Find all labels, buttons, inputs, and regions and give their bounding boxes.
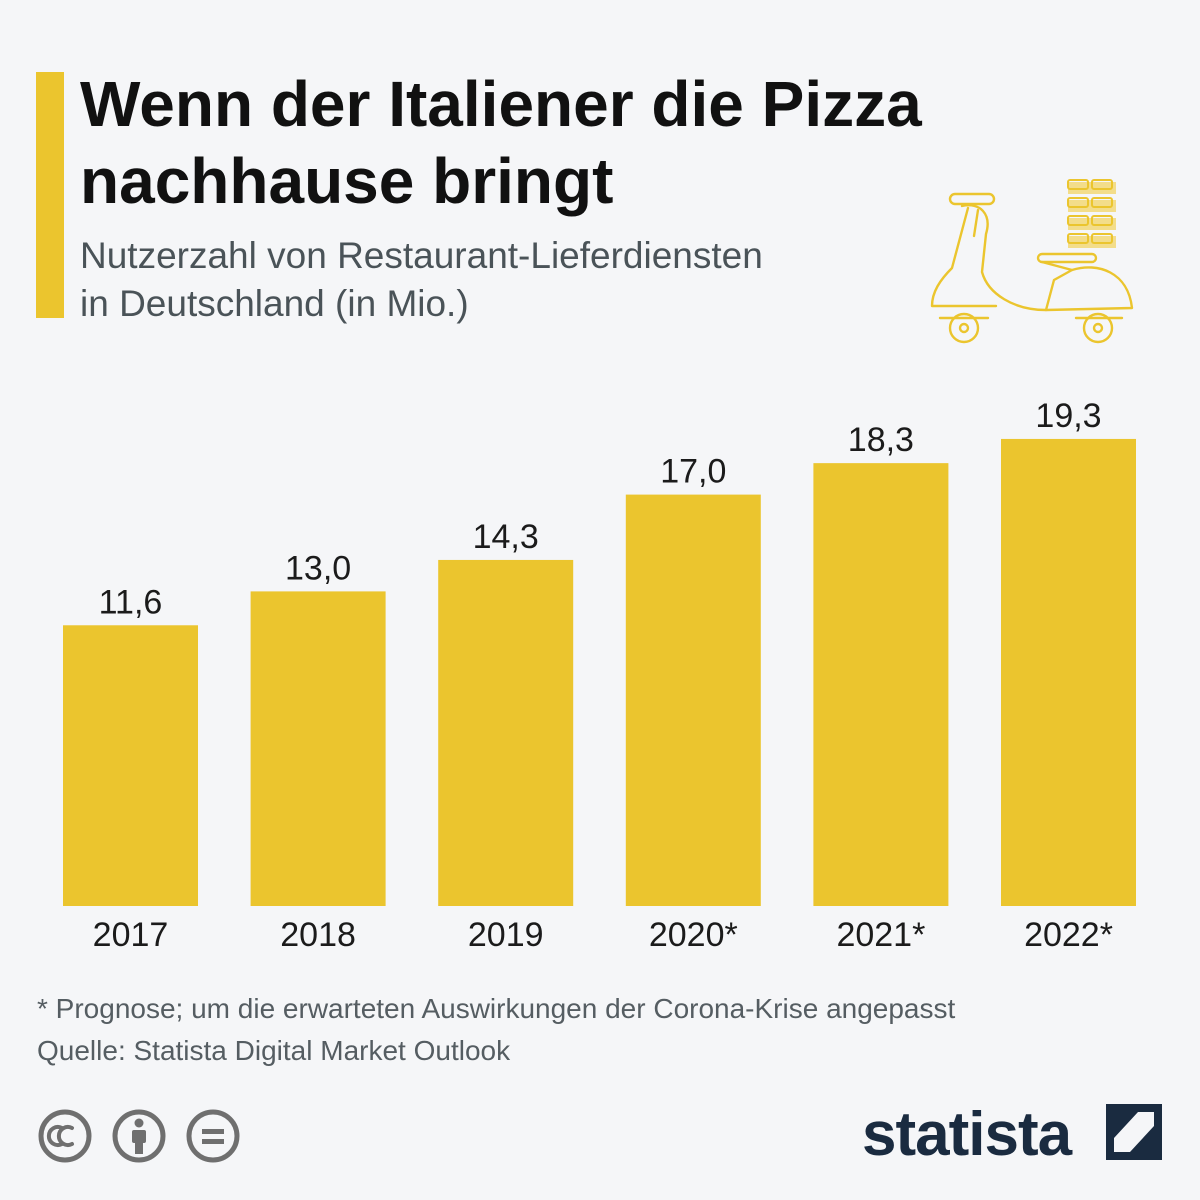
bar-2021* <box>813 463 949 906</box>
accent-bar <box>36 72 64 318</box>
delivery-scooter-icon <box>930 179 1134 344</box>
subtitle-line-1: Nutzerzahl von Restaurant-Lieferdiensten <box>80 235 763 276</box>
x-tick-label: 2018 <box>280 916 356 954</box>
bar-2019 <box>438 559 574 906</box>
x-tick-label: 2020* <box>649 916 738 954</box>
value-label: 18,3 <box>848 421 914 459</box>
title-line-2: nachhause bringt <box>80 145 614 217</box>
bars-layer: 11,6 2017 13,0 2018 14,3 2019 17,0 2020* 18,3 202… <box>63 397 1136 954</box>
chart-subtitle: Nutzerzahl von Restaurant-Lieferdiensten… <box>80 232 880 328</box>
value-label: 14,3 <box>473 518 539 556</box>
title-line-1: Wenn der Italiener die Pizza <box>80 68 922 140</box>
forecast-note: * Prognose; um die erwarteten Auswirkung… <box>37 993 956 1024</box>
subtitle-line-2: in Deutschland (in Mio.) <box>80 283 469 324</box>
value-label: 13,0 <box>285 549 351 587</box>
pizza-box-stack <box>1067 179 1116 248</box>
footnote: * Prognose; um die erwarteten Auswirkung… <box>37 988 1157 1072</box>
bar-2020* <box>625 494 761 906</box>
value-label: 11,6 <box>99 583 163 621</box>
statista-logo[interactable]: statista <box>862 1098 1162 1174</box>
bar-2022* <box>1001 438 1136 906</box>
bar-2017 <box>63 625 198 906</box>
cc-icon[interactable] <box>38 1109 92 1163</box>
bar-2018 <box>250 591 386 906</box>
value-label: 19,3 <box>1035 397 1101 435</box>
bar-chart: 11,6 2017 13,0 2018 14,3 2019 17,0 2020* 18,3 202… <box>63 397 1136 954</box>
source-note: Quelle: Statista Digital Market Outlook <box>37 1035 511 1066</box>
attribution-icon[interactable] <box>112 1109 166 1163</box>
x-tick-label: 2019 <box>468 916 544 954</box>
license-icons[interactable] <box>36 1106 242 1166</box>
chart-title: Wenn der Italiener die Pizza nachhause b… <box>80 66 1080 220</box>
no-derivatives-icon[interactable] <box>186 1109 240 1163</box>
x-tick-label: 2017 <box>93 916 169 954</box>
statista-logo-icon[interactable] <box>1106 1104 1162 1160</box>
x-tick-label: 2022* <box>1024 916 1113 954</box>
value-label: 17,0 <box>660 453 726 491</box>
x-tick-label: 2021* <box>836 916 925 954</box>
statista-wordmark[interactable]: statista <box>862 1100 1072 1169</box>
